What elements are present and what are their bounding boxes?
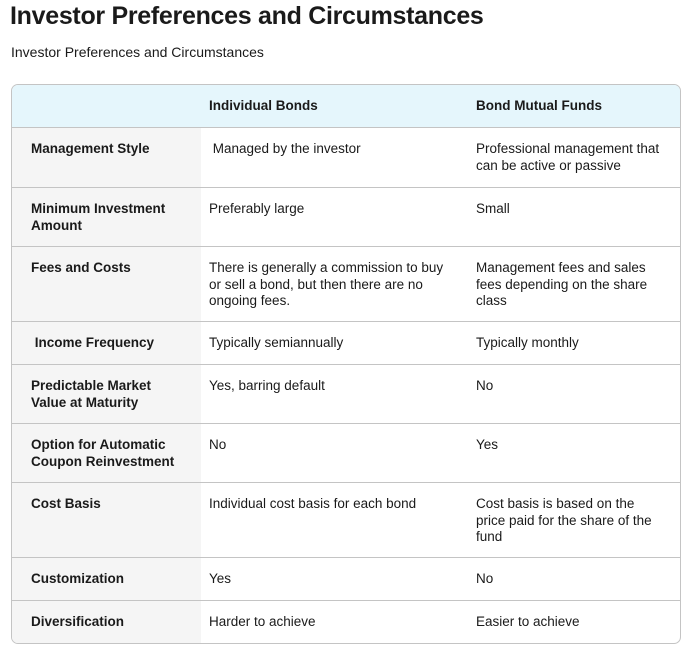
header-empty bbox=[12, 85, 201, 128]
comparison-table-container: Individual Bonds Bond Mutual Funds Manag… bbox=[11, 84, 681, 644]
table-row: Option for Automatic Coupon Reinvestment… bbox=[12, 423, 680, 483]
cell-bond-mutual-funds: Professional management that can be acti… bbox=[468, 127, 680, 188]
row-label: Minimum Investment Amount bbox=[12, 187, 201, 247]
cell-individual-bonds: Preferably large bbox=[201, 187, 468, 247]
table-row: Diversification Harder to achieve Easier… bbox=[12, 600, 680, 643]
table-row: Fees and Costs There is generally a comm… bbox=[12, 246, 680, 322]
comparison-table: Individual Bonds Bond Mutual Funds Manag… bbox=[12, 85, 680, 643]
cell-individual-bonds: Yes, barring default bbox=[201, 364, 468, 424]
table-row: Predictable Market Value at Maturity Yes… bbox=[12, 364, 680, 424]
cell-bond-mutual-funds: Small bbox=[468, 187, 680, 247]
cell-bond-mutual-funds: Yes bbox=[468, 423, 680, 483]
table-row: Income Frequency Typically semiannually … bbox=[12, 321, 680, 365]
cell-bond-mutual-funds: Management fees and sales fees depending… bbox=[468, 246, 680, 322]
row-label: Management Style bbox=[12, 127, 201, 188]
cell-individual-bonds: No bbox=[201, 423, 468, 483]
cell-individual-bonds: Typically semiannually bbox=[201, 321, 468, 365]
row-label: Predictable Market Value at Maturity bbox=[12, 364, 201, 424]
row-label: Option for Automatic Coupon Reinvestment bbox=[12, 423, 201, 483]
cell-individual-bonds: Managed by the investor bbox=[201, 127, 468, 188]
cell-bond-mutual-funds: No bbox=[468, 557, 680, 601]
row-label: Fees and Costs bbox=[12, 246, 201, 322]
cell-bond-mutual-funds: Typically monthly bbox=[468, 321, 680, 365]
row-label: Customization bbox=[12, 557, 201, 601]
row-label: Diversification bbox=[12, 600, 201, 643]
cell-individual-bonds: Yes bbox=[201, 557, 468, 601]
page-subtitle: Investor Preferences and Circumstances bbox=[11, 44, 264, 60]
cell-individual-bonds: Harder to achieve bbox=[209, 614, 316, 629]
header-individual-bonds: Individual Bonds bbox=[201, 85, 468, 128]
cell-bond-mutual-funds: Easier to achieve bbox=[476, 614, 580, 629]
table-row: Minimum Investment Amount Preferably lar… bbox=[12, 187, 680, 247]
row-label: Income Frequency bbox=[12, 321, 201, 365]
table-header-row: Individual Bonds Bond Mutual Funds bbox=[12, 85, 680, 128]
cell-individual-bonds: There is generally a commission to buy o… bbox=[201, 246, 468, 322]
cell-bond-mutual-funds: No bbox=[468, 364, 680, 424]
table-row: Cost Basis Individual cost basis for eac… bbox=[12, 482, 680, 558]
header-bond-mutual-funds: Bond Mutual Funds bbox=[468, 85, 680, 128]
page-title: Investor Preferences and Circumstances bbox=[10, 2, 484, 30]
row-label: Cost Basis bbox=[12, 482, 201, 558]
table-row: Customization Yes No bbox=[12, 557, 680, 601]
cell-individual-bonds: Individual cost basis for each bond bbox=[201, 482, 468, 558]
table-row: Management Style Managed by the investor… bbox=[12, 127, 680, 188]
cell-bond-mutual-funds: Cost basis is based on the price paid fo… bbox=[468, 482, 680, 558]
